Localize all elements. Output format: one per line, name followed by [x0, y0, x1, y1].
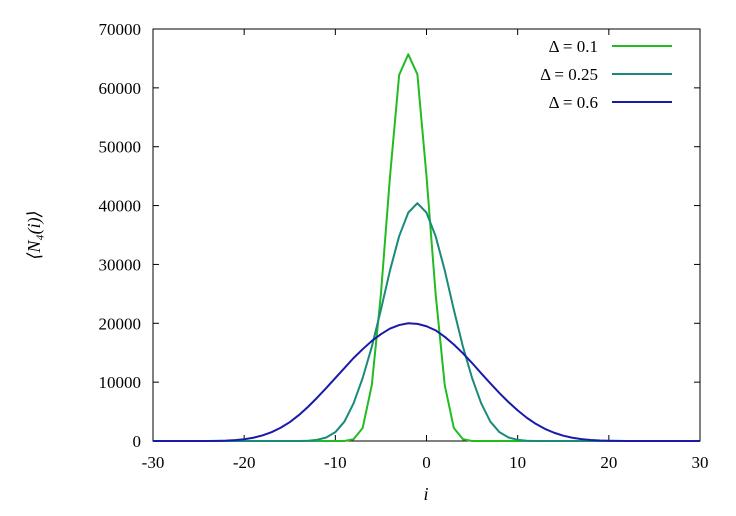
series-line-3 — [153, 322, 700, 442]
x-tick-label: 0 — [422, 453, 431, 472]
x-tick-label: 30 — [692, 453, 709, 472]
y-tick-label: 40000 — [99, 197, 142, 216]
x-tick-label: -10 — [324, 453, 347, 472]
legend-label-1: Δ = 0.1 — [549, 37, 598, 56]
x-tick-label: -20 — [233, 453, 256, 472]
y-tick-label: 50000 — [99, 138, 142, 157]
x-tick-label: 20 — [600, 453, 617, 472]
series-line-2 — [153, 202, 700, 442]
x-tick-label: -30 — [142, 453, 165, 472]
y-axis-label: ⟨N₄(i)⟩ — [24, 210, 45, 259]
axis-ticks: -30 -20 -10 0 10 20 30 0 10000 20000 30000 40000 500… — [99, 20, 709, 472]
x-tick-label: 10 — [509, 453, 526, 472]
legend-label-2: Δ = 0.25 — [540, 65, 598, 84]
y-tick-label: 70000 — [99, 20, 142, 39]
legend: Δ = 0.1 Δ = 0.25 Δ = 0.6 — [540, 37, 672, 112]
series-line-1 — [153, 53, 700, 442]
y-tick-label: 0 — [133, 432, 142, 451]
y-tick-label: 60000 — [99, 79, 142, 98]
x-axis-label: i — [423, 484, 428, 504]
legend-label-3: Δ = 0.6 — [549, 93, 598, 112]
plot-frame — [152, 28, 701, 442]
y-tick-label: 30000 — [99, 255, 142, 274]
series-lines — [153, 53, 700, 442]
y-tick-label: 20000 — [99, 314, 142, 333]
y-tick-label: 10000 — [99, 373, 142, 392]
